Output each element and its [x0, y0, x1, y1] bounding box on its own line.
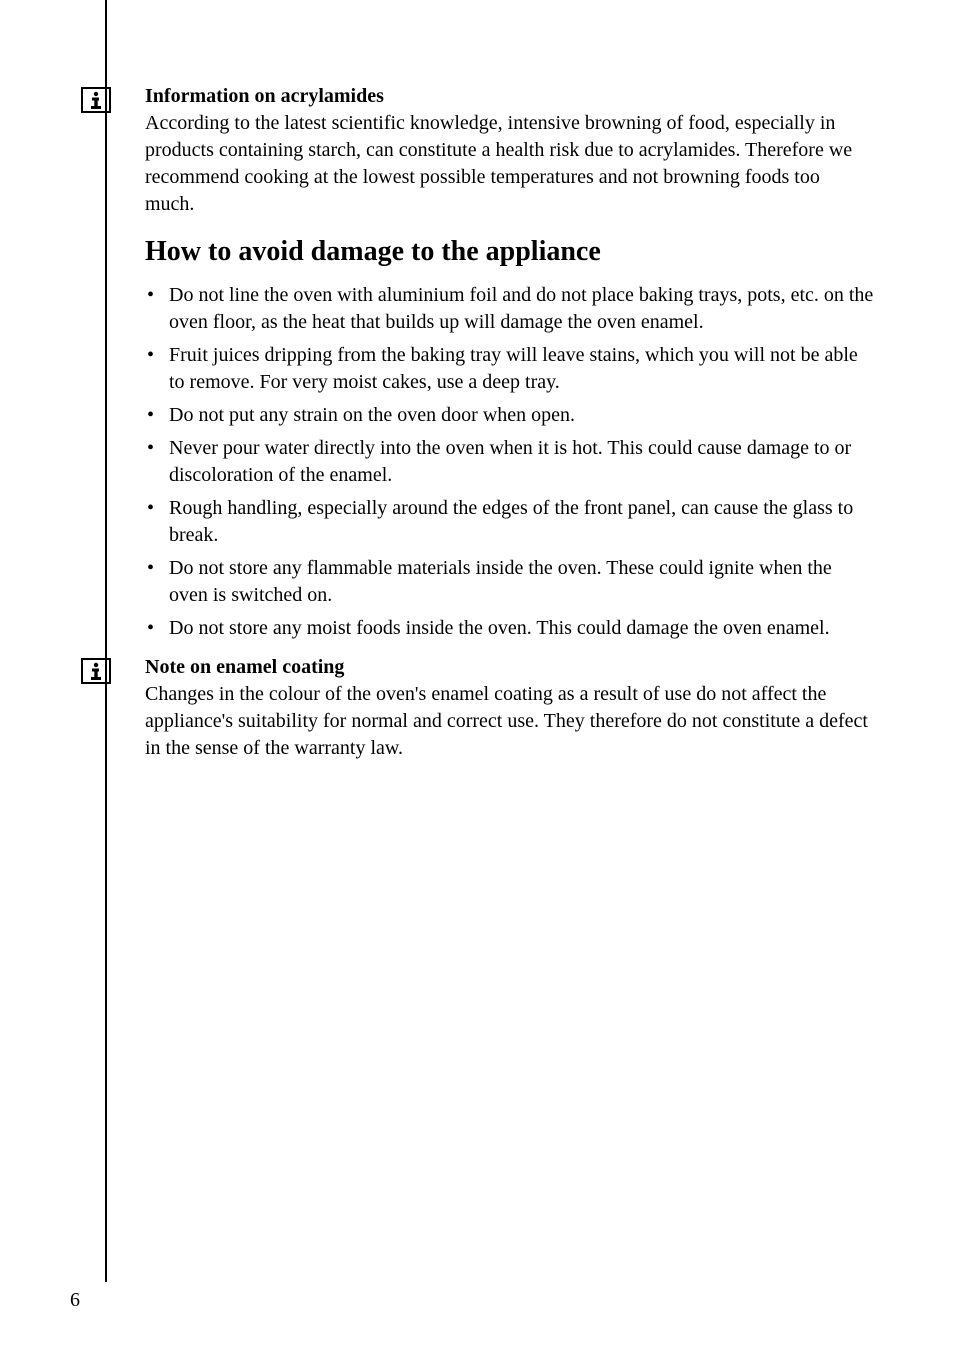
content-column: Information on acrylamides According to … — [145, 85, 874, 762]
info-heading: Note on enamel coating — [145, 656, 874, 679]
list-item: Rough handling, especially around the ed… — [145, 495, 874, 549]
info-icon — [81, 87, 111, 113]
info-block-enamel: Note on enamel coating Changes in the co… — [145, 656, 874, 762]
list-item: Do not put any strain on the oven door w… — [145, 402, 874, 429]
info-body: Changes in the colour of the oven's enam… — [145, 681, 874, 762]
list-item: Fruit juices dripping from the baking tr… — [145, 342, 874, 396]
vertical-rule — [105, 0, 107, 1282]
bullet-list: Do not line the oven with aluminium foil… — [145, 282, 874, 642]
section-heading: How to avoid damage to the appliance — [145, 236, 874, 268]
list-item: Do not store any flammable materials ins… — [145, 555, 874, 609]
list-item: Do not line the oven with aluminium foil… — [145, 282, 874, 336]
info-block-acrylamides: Information on acrylamides According to … — [145, 85, 874, 218]
page-number: 6 — [70, 1289, 80, 1312]
info-body: According to the latest scientific knowl… — [145, 110, 874, 218]
info-icon — [81, 658, 111, 684]
list-item: Do not store any moist foods inside the … — [145, 615, 874, 642]
info-heading: Information on acrylamides — [145, 85, 874, 108]
page: Information on acrylamides According to … — [0, 0, 954, 1352]
list-item: Never pour water directly into the oven … — [145, 435, 874, 489]
